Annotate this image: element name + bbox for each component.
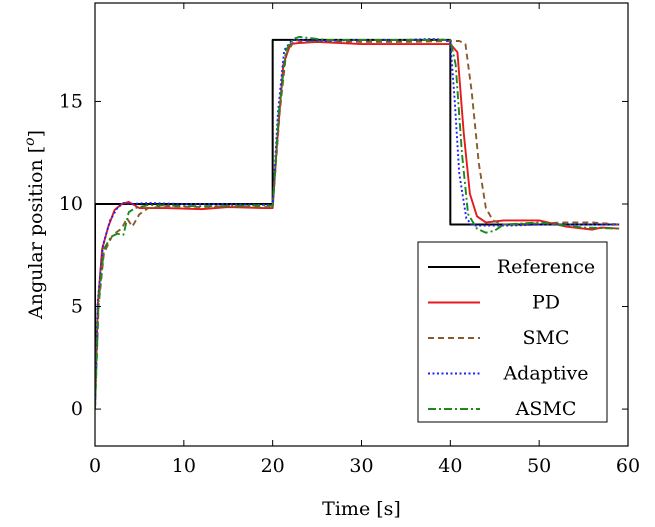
y-tick-label: 0 xyxy=(71,398,83,420)
x-tick-label: 20 xyxy=(261,455,285,477)
y-axis-label-main: Angular position [ xyxy=(25,146,47,320)
legend-label-reference: Reference xyxy=(497,256,595,278)
legend: Reference PD SMC Adaptive ASMC xyxy=(417,241,608,423)
legend-label-smc: SMC xyxy=(522,327,569,349)
legend-label-pd: PD xyxy=(532,292,560,314)
y-axis-label-close: ] xyxy=(25,130,47,137)
y-axis-label-unit: o xyxy=(22,137,38,145)
x-tick-label: 30 xyxy=(349,455,373,477)
x-tick-label: 50 xyxy=(527,455,551,477)
y-tick-label: 10 xyxy=(59,193,83,215)
series-line-reference xyxy=(95,38,620,410)
x-tick-label: 10 xyxy=(172,455,196,477)
y-tick-label: 5 xyxy=(71,296,83,318)
legend-label-asmc: ASMC xyxy=(515,398,577,420)
x-axis-label: Time [s] xyxy=(322,498,401,520)
x-tick-label: 0 xyxy=(89,455,101,477)
series-layer xyxy=(95,35,620,410)
legend-box xyxy=(417,241,608,423)
series-line-asmc xyxy=(95,35,620,410)
series-line-adaptive xyxy=(95,37,620,410)
tick-layer: 0 10 20 30 40 50 60 0 5 10 15 xyxy=(59,3,640,477)
y-tick-label: 15 xyxy=(59,90,83,112)
x-tick-label: 60 xyxy=(616,455,640,477)
y-axis-label: Angular position [o] xyxy=(22,130,47,320)
x-tick-label: 40 xyxy=(438,455,462,477)
series-line-pd xyxy=(95,41,620,410)
legend-label-adaptive: Adaptive xyxy=(502,363,588,385)
